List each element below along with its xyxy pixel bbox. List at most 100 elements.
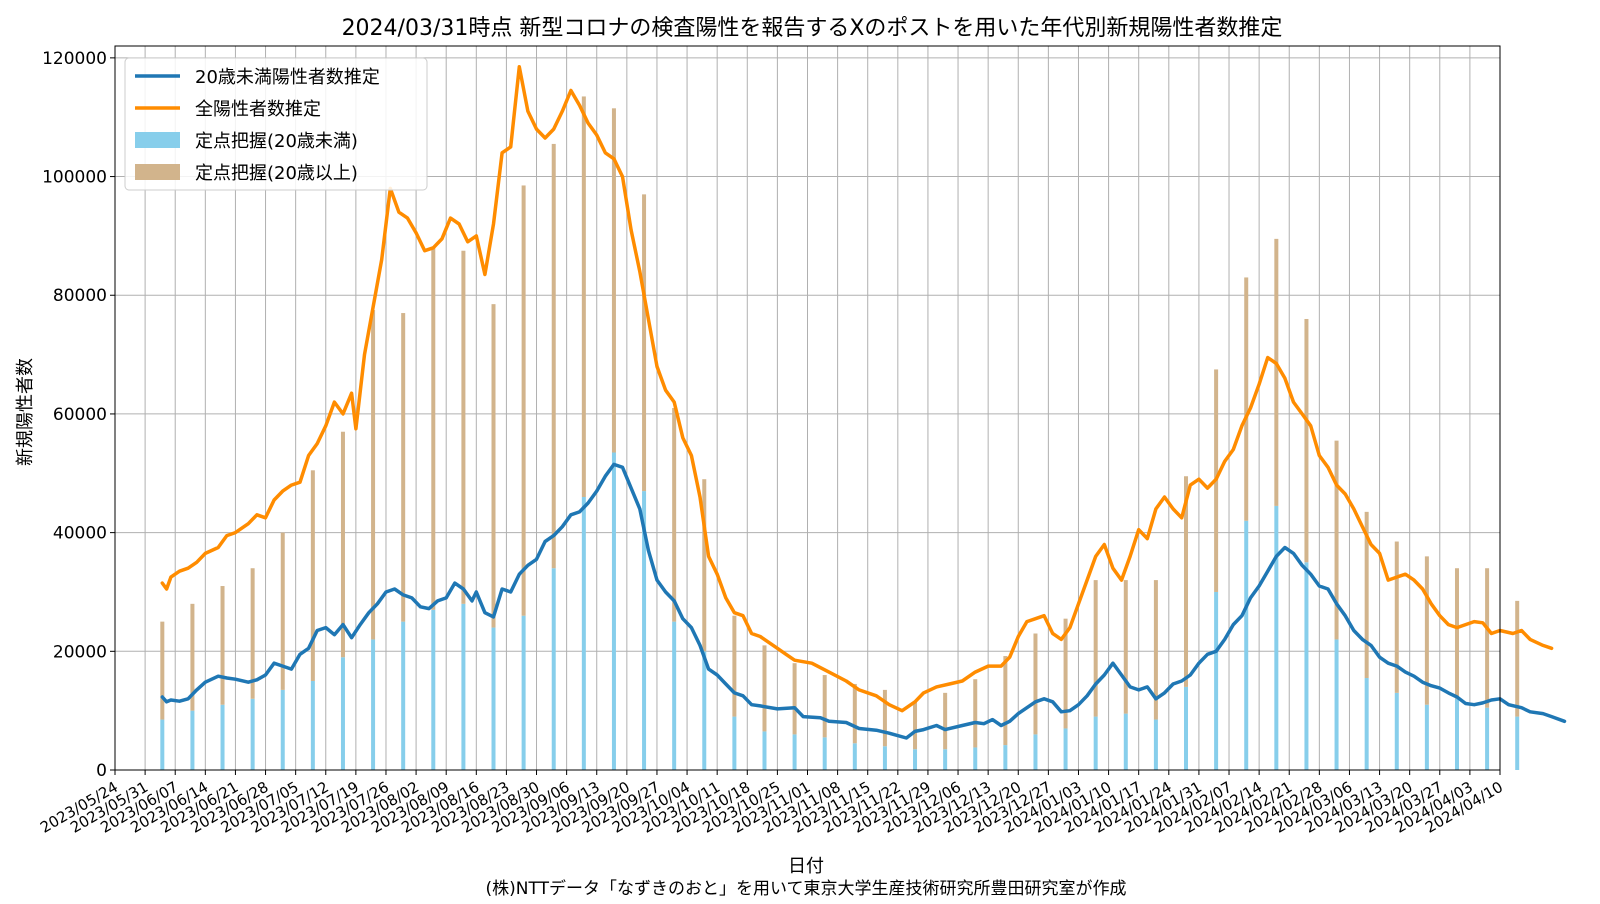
bar-over20 <box>1093 580 1098 717</box>
y-axis-ticks: 0 20000 40000 60000 80000 100000 120000 <box>42 49 115 781</box>
bar-over20 <box>882 689 887 747</box>
bar-over20 <box>371 310 376 640</box>
bar-over20 <box>822 675 827 738</box>
bar-under20 <box>310 680 315 770</box>
bar-over20 <box>702 479 707 652</box>
bar-over20 <box>461 250 466 604</box>
bar-over20 <box>792 663 797 735</box>
bar-under20 <box>581 497 586 770</box>
y-tick-label: 20000 <box>53 642 107 662</box>
bar-under20 <box>702 651 707 770</box>
bar-under20 <box>1184 686 1189 770</box>
bar-over20 <box>1123 580 1128 714</box>
bar-under20 <box>1033 734 1038 770</box>
bar-over20 <box>1485 568 1490 708</box>
bar-over20 <box>1033 633 1038 735</box>
bar-under20 <box>1515 716 1520 770</box>
bar-under20 <box>1304 562 1309 770</box>
bar-over20 <box>190 603 195 711</box>
bar-over20 <box>672 408 677 622</box>
bar-over20 <box>280 532 285 690</box>
bar-under20 <box>762 731 767 770</box>
bar-under20 <box>1394 692 1399 770</box>
bar-under20 <box>340 657 345 770</box>
bar-under20 <box>1063 728 1068 770</box>
bar-under20 <box>401 621 406 770</box>
bar-over20 <box>1274 238 1279 506</box>
bar-under20 <box>1364 678 1369 770</box>
x-axis-ticks: 2023/05/242023/05/312023/06/072023/06/14… <box>37 770 1506 837</box>
bar-under20 <box>280 689 285 770</box>
x-axis-label: 日付 <box>788 856 824 877</box>
line-under20-estimate <box>160 462 1567 740</box>
legend-box <box>124 57 428 191</box>
bar-over20 <box>1153 580 1158 720</box>
bar-over20 <box>340 431 345 658</box>
bar-over20 <box>220 586 225 705</box>
bar-over20 <box>401 313 406 622</box>
bar-under20 <box>642 491 647 770</box>
bar-over20 <box>1244 277 1249 521</box>
bar-under20 <box>1214 591 1219 770</box>
bar-under20 <box>1153 719 1158 770</box>
bar-under20 <box>822 737 827 770</box>
bar-over20 <box>1364 511 1369 679</box>
bar-under20 <box>160 719 165 770</box>
bar-over20 <box>1003 656 1008 746</box>
bar-over20 <box>611 108 616 453</box>
bar-under20 <box>220 704 225 770</box>
bar-under20 <box>250 698 255 770</box>
bar-over20 <box>762 645 767 732</box>
bar-over20 <box>1424 556 1429 705</box>
bar-series <box>160 96 1520 770</box>
bar-under20 <box>521 615 526 770</box>
bar-over20 <box>581 96 586 498</box>
bar-under20 <box>551 568 556 770</box>
bar-over20 <box>1063 618 1068 729</box>
bar-over20 <box>431 247 436 610</box>
bar-under20 <box>461 603 466 770</box>
y-tick-label: 40000 <box>53 524 107 544</box>
bar-under20 <box>1424 704 1429 770</box>
bar-under20 <box>431 609 436 770</box>
legend-label: 20歳未満陽性者数推定 <box>195 67 380 88</box>
y-tick-label: 60000 <box>53 405 107 425</box>
bar-over20 <box>642 194 647 492</box>
bar-over20 <box>943 692 948 750</box>
bar-over20 <box>491 304 496 628</box>
bar-under20 <box>973 747 978 770</box>
bar-under20 <box>1485 707 1490 770</box>
bar-under20 <box>732 716 737 770</box>
bar-over20 <box>973 679 978 748</box>
bar-under20 <box>1334 639 1339 770</box>
bar-under20 <box>1454 698 1459 770</box>
caption: (株)NTTデータ「なずきのおと」を用いて東京大学生産技術研究所豊田研究室が作成 <box>486 878 1127 899</box>
y-tick-label: 120000 <box>42 49 107 69</box>
bar-under20 <box>672 621 677 770</box>
legend-label: 定点把握(20歳未満) <box>195 131 358 152</box>
line-series <box>160 65 1567 740</box>
bar-over20 <box>852 683 857 744</box>
bar-under20 <box>1003 745 1008 770</box>
bar-over20 <box>732 615 737 717</box>
y-axis-label: 新規陽性者数 <box>15 358 36 466</box>
bar-under20 <box>1093 716 1098 770</box>
y-tick-label: 80000 <box>53 286 107 306</box>
bar-over20 <box>310 470 315 681</box>
bar-under20 <box>371 639 376 770</box>
bar-under20 <box>852 743 857 770</box>
bar-under20 <box>1244 520 1249 770</box>
bar-under20 <box>913 749 918 770</box>
bar-over20 <box>1334 440 1339 640</box>
bar-over20 <box>1454 568 1459 699</box>
chart-title: 2024/03/31時点 新型コロナの検査陽性を報告するXのポストを用いた年代別… <box>342 16 1283 41</box>
bar-under20 <box>611 452 616 770</box>
bar-under20 <box>190 710 195 770</box>
bar-under20 <box>1123 713 1128 770</box>
legend-label: 全陽性者数推定 <box>195 99 321 120</box>
bar-under20 <box>491 627 496 770</box>
bar-over20 <box>160 621 165 720</box>
